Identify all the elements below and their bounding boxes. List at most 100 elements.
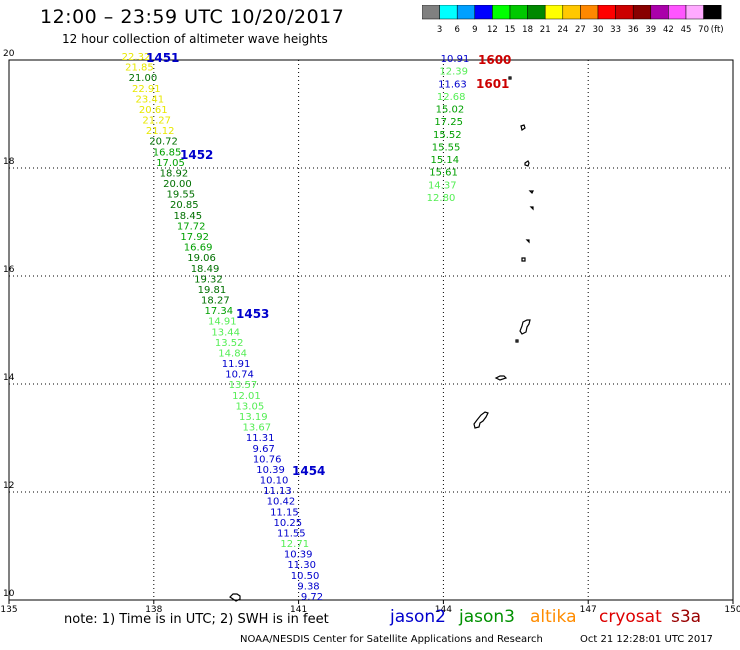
swh-reading: 15.02 [436,105,465,116]
map-title: 12:00 – 23:59 UTC 10/20/2017 [40,6,345,28]
pass-time-label: 1454 [292,464,325,478]
swh-reading: 20.72 [149,137,178,148]
swh-reading: 16.69 [184,243,213,254]
swh-reading: 11.91 [222,359,251,370]
colorbar-tick-label: 39 [645,25,656,33]
lat-tick-label: 16 [3,265,15,275]
swh-reading: 18.27 [201,296,230,307]
swh-reading: 10.74 [225,370,254,381]
swh-reading: 11.55 [277,528,306,539]
pass-time-label: 1451 [146,51,179,65]
pass-time-label: 1600 [478,53,511,67]
swh-reading: 20.61 [139,105,168,116]
colorbar-tick-label: 24 [557,25,568,33]
swh-reading: 11.31 [246,433,275,444]
swh-reading: 18.45 [173,211,202,222]
swh-reading: 15.14 [430,155,459,166]
colorbar-tick-label: 42 [663,25,674,33]
swh-reading: 11.15 [270,507,299,518]
swh-reading: 9.67 [253,444,275,455]
swh-reading: 22.32 [122,52,151,63]
swh-reading: 13.57 [229,380,258,391]
swh-reading: 10.91 [441,54,470,65]
swh-reading: 12.80 [427,193,456,204]
island-outline [528,190,534,195]
colorbar-tick-label: 21 [540,25,551,33]
swh-reading: 10.76 [253,454,282,465]
swh-reading: 22.91 [132,84,161,95]
island-outline [519,319,531,335]
swh-reading: 15.55 [432,142,461,153]
swh-reading: 19.81 [198,285,227,296]
satellite-legend-altika: altika [530,607,577,627]
colorbar-tick-label: 15 [505,25,516,33]
pass-time-label: 1453 [236,307,269,321]
colorbar-swatch [703,5,722,20]
island-outline [494,375,508,381]
colorbar-tick-label: 70 [698,25,709,33]
lat-tick-label: 18 [3,157,15,167]
swh-reading: 11.63 [438,79,467,90]
swh-reading: 17.92 [180,232,209,243]
swh-reading: 18.92 [160,168,189,179]
colorbar-tick-label: 36 [628,25,639,33]
lat-tick-label: 10 [3,589,15,599]
swh-reading: 11.13 [263,486,292,497]
island-outline [525,239,530,244]
swh-reading: 21.27 [142,116,171,127]
swh-reading: 14.91 [208,317,237,328]
swh-reading: 12.39 [439,67,468,78]
colorbar-tick-label: 18 [522,25,533,33]
colorbar-tick-label: 27 [575,25,586,33]
swh-reading: 14.84 [218,348,247,359]
pass-time-label: 1601 [476,77,509,91]
swh-reading: 23.41 [135,94,164,105]
swh-reading: 21.12 [146,126,175,137]
swh-reading: 13.05 [236,401,265,412]
swh-reading: 21.00 [129,73,158,84]
colorbar-tick-label: 6 [454,25,459,33]
wave-height-colorbar: 3 6 9 12 15 18 21 24 27 30 33 36 39 42 45 70 (ft) [422,5,724,33]
colorbar-tick-label: 12 [487,25,498,33]
colorbar-tick-label: 33 [610,25,621,33]
map-subtitle: 12 hour collection of altimeter wave hei… [62,32,328,46]
swh-reading: 10.39 [256,465,285,476]
swh-reading: 10.50 [291,571,320,582]
colorbar-tick-label: 3 [437,25,442,33]
colorbar-tick-label: 45 [681,25,692,33]
lon-tick-label: 138 [145,605,162,615]
swh-reading: 12.71 [280,539,309,550]
map-frame [8,59,734,601]
swh-reading: 11.30 [287,560,316,571]
swh-reading: 13.52 [215,338,244,349]
swh-reading: 10.39 [284,550,313,561]
swh-reading: 12.68 [437,92,466,103]
swh-reading: 13.19 [239,412,268,423]
swh-reading: 9.38 [297,581,319,592]
swh-reading: 17.05 [156,158,185,169]
satellite-legend-jason3: jason3 [459,607,515,627]
lon-tick-label: 135 [0,605,17,615]
swh-reading: 13.67 [242,423,271,434]
swh-reading: 18.49 [191,264,220,275]
swh-reading: 9.72 [301,592,323,603]
island-outline [229,593,241,602]
swh-reading: 12.01 [232,391,261,402]
lon-tick-label: 141 [290,605,307,615]
swh-reading: 15.61 [429,168,458,179]
swh-reading: 20.85 [170,200,199,211]
island-outline [521,257,526,262]
satellite-legend-jason2: jason2 [390,607,446,627]
island-outline [529,206,534,211]
lat-tick-label: 14 [3,373,15,383]
swh-reading: 15.52 [433,130,462,141]
swh-reading: 20.00 [163,179,192,190]
swh-reading: 19.32 [194,274,223,285]
lon-tick-label: 150 [724,605,740,615]
colorbar-unit-label: (ft) [711,25,724,33]
island-outline [508,76,512,80]
swh-reading: 14.37 [428,180,457,191]
lat-tick-label: 20 [3,49,15,59]
lon-tick-label: 147 [580,605,597,615]
